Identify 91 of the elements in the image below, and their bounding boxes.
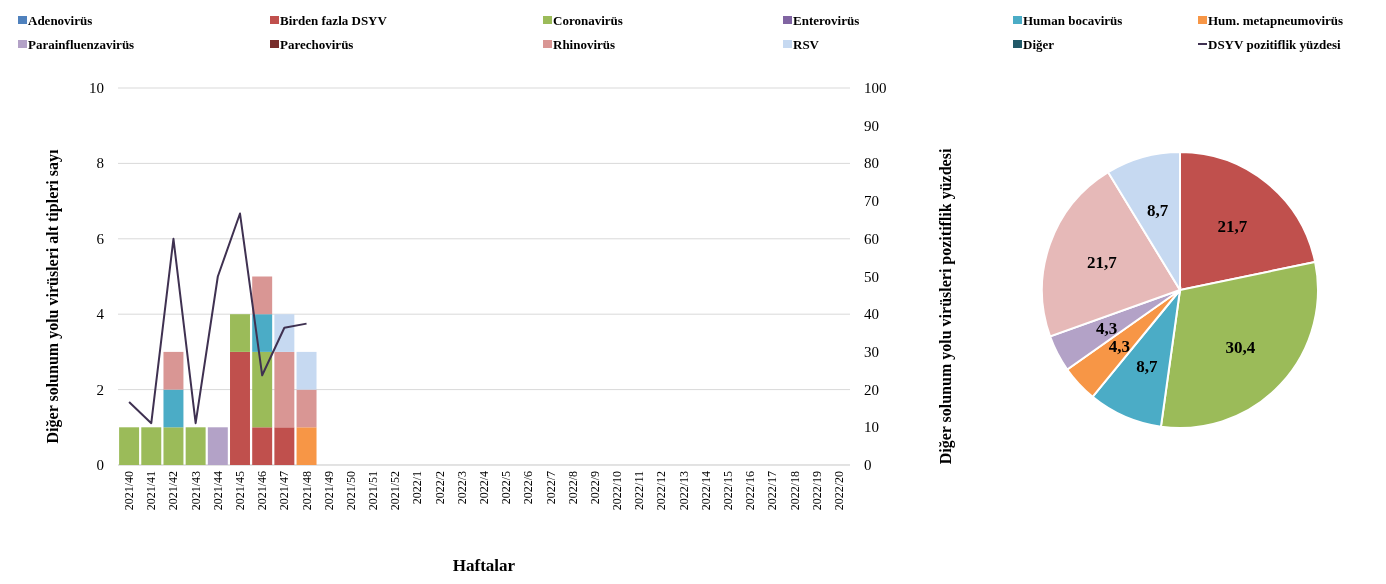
x-tick-label: 2021/40 xyxy=(122,471,137,511)
y-tick-label: 2 xyxy=(96,381,104,398)
bar xyxy=(296,351,317,390)
x-tick-label: 2022/15 xyxy=(721,471,735,511)
y2-axis-title: Diğer solunum yolu virüsleri pozitiflik yüzdesi xyxy=(937,148,955,465)
bar xyxy=(163,389,184,428)
legend-label: Birden fazla DSYV xyxy=(280,13,388,28)
legend-label: Parechovirüs xyxy=(280,37,354,52)
x-tick-label: 2022/20 xyxy=(831,471,846,511)
x-tick-label: 2022/1 xyxy=(410,471,425,505)
bar xyxy=(185,427,206,465)
bar xyxy=(230,314,250,352)
legend-label: Rhinovirüs xyxy=(553,37,616,52)
y2-tick-label: 10 xyxy=(864,419,879,436)
x-tick-label: 2022/19 xyxy=(809,471,824,511)
y2-tick-label: 80 xyxy=(864,155,879,172)
y2-tick-label: 0 xyxy=(864,457,872,473)
data-label: 4,3 xyxy=(1108,337,1130,357)
x-tick-label: 2022/5 xyxy=(499,471,514,505)
x-tick-label: 2022/8 xyxy=(565,471,580,505)
x-tick-label: 2022/13 xyxy=(676,471,691,511)
x-tick-label: 2022/12 xyxy=(654,471,669,511)
bar xyxy=(163,351,184,390)
x-tick-label: 2022/4 xyxy=(477,471,491,505)
line-series xyxy=(128,212,308,425)
bar xyxy=(141,427,162,465)
x-tick-label: 2022/11 xyxy=(632,471,647,510)
x-tick-label: 2022/17 xyxy=(765,471,780,511)
x-tick-label: 2022/3 xyxy=(454,471,469,505)
y2-tick-label: 60 xyxy=(864,230,879,247)
x-tick-label: 2021/42 xyxy=(166,471,181,511)
y-tick-label: 8 xyxy=(96,155,104,172)
x-tick-label: 2021/46 xyxy=(255,471,270,511)
x-tick-label: 2021/49 xyxy=(321,471,336,511)
x-tick-label: 2022/14 xyxy=(698,471,713,511)
x-tick-label: 2021/44 xyxy=(210,471,225,511)
legend-label: Hum. metapneumovirüs xyxy=(1208,13,1344,28)
data-label: 4,3 xyxy=(1095,319,1118,339)
data-label: 8,7 xyxy=(1136,356,1158,376)
y-axis-title: Diğer solunum yolu virüsleri alt tipleri sayı xyxy=(44,148,62,444)
x-tick-label: 2022/6 xyxy=(521,471,536,505)
legend-label: Diğer xyxy=(1023,37,1055,52)
x-tick-label: 2021/45 xyxy=(233,471,247,511)
y-tick-label: 10 xyxy=(89,80,104,96)
x-tick-label: 2021/43 xyxy=(188,471,203,511)
legend-label: Enterovirüs xyxy=(793,13,860,28)
legend-label: Parainfluenzavirüs xyxy=(28,37,135,52)
y2-tick-label: 40 xyxy=(864,306,879,323)
x-tick-label: 2021/41 xyxy=(144,471,159,511)
x-tick-label: 2021/50 xyxy=(343,471,358,511)
bar xyxy=(274,314,295,352)
data-label: 30,4 xyxy=(1225,337,1256,357)
y2-tick-label: 30 xyxy=(864,343,879,360)
data-label: 21,7 xyxy=(1217,216,1248,236)
x-tick-label: 2022/7 xyxy=(543,471,558,505)
x-tick-label: 2021/52 xyxy=(388,471,403,511)
bar xyxy=(119,427,140,465)
x-tick-label: 2022/2 xyxy=(432,471,447,505)
bar xyxy=(163,427,184,465)
legend-label: Human bocavirüs xyxy=(1023,13,1123,28)
x-axis-title: Haftalar xyxy=(452,556,516,575)
bar xyxy=(207,427,228,465)
data-label: 8,7 xyxy=(1146,201,1169,221)
y2-tick-label: 100 xyxy=(864,80,887,96)
y2-tick-label: 70 xyxy=(864,193,879,210)
bar xyxy=(252,276,273,315)
legend-label: Coronavirüs xyxy=(553,13,623,28)
legend-label: Adenovirüs xyxy=(28,13,93,28)
x-tick-label: 2021/47 xyxy=(277,471,292,511)
x-tick-label: 2021/48 xyxy=(299,471,314,511)
y-tick-label: 0 xyxy=(96,457,104,473)
y-tick-label: 4 xyxy=(96,306,105,323)
y2-tick-label: 90 xyxy=(864,117,879,134)
legend-label: RSV xyxy=(793,37,820,52)
x-tick-label: 2022/16 xyxy=(743,471,758,511)
x-tick-label: 2022/9 xyxy=(587,471,602,505)
y2-tick-label: 20 xyxy=(864,381,879,398)
bar xyxy=(274,427,295,465)
bar xyxy=(230,351,250,465)
y2-tick-label: 50 xyxy=(864,268,879,285)
bar xyxy=(252,427,273,465)
data-label: 21,7 xyxy=(1087,253,1118,273)
bar xyxy=(296,427,317,465)
bar xyxy=(252,351,273,428)
x-tick-label: 2022/10 xyxy=(610,471,625,511)
x-tick-label: 2021/51 xyxy=(366,471,381,511)
bar xyxy=(274,351,295,428)
bar xyxy=(296,389,317,428)
y-tick-label: 6 xyxy=(96,230,105,247)
legend-label: DSYV pozitiflik yüzdesi xyxy=(1208,37,1342,52)
x-tick-label: 2022/18 xyxy=(787,471,802,511)
